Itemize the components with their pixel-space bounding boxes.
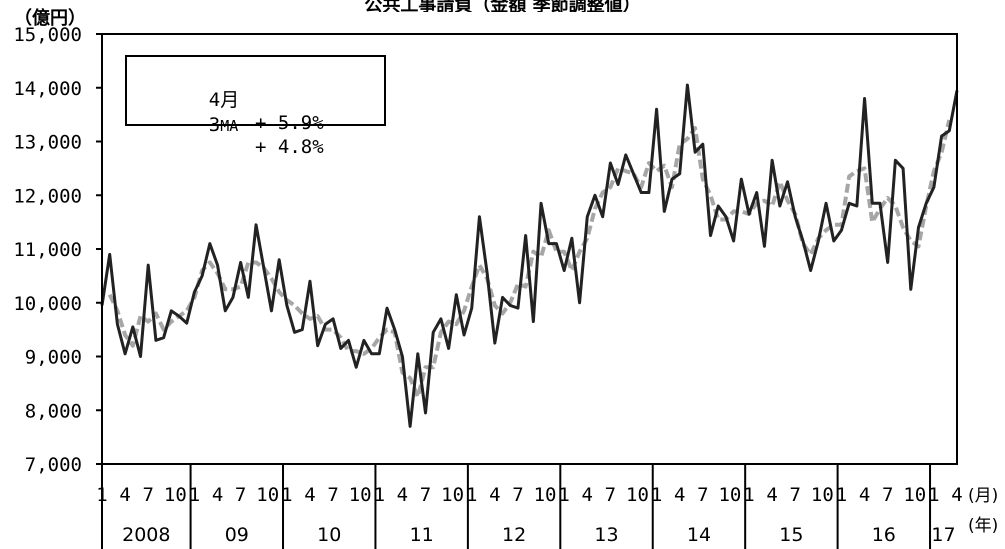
year-separators — [101, 464, 932, 549]
x-month-tick-label: 4 — [766, 484, 777, 506]
x-year-label: 12 — [502, 524, 526, 546]
x-month-tick-label: 1 — [651, 484, 662, 506]
x-month-tick-label: 10 — [164, 484, 187, 506]
x-month-tick-label: 1 — [558, 484, 569, 506]
x-year-label: 16 — [872, 524, 896, 546]
x-month-tick-label: 10 — [903, 484, 926, 506]
chart-title: 公共工事請負（金額 季節調整値） — [364, 0, 641, 12]
x-month-tick-label: 4 — [397, 484, 408, 506]
legend-box: 4月 + 5.9% 3MA + 4.8% — [125, 55, 386, 158]
legend-row-3ma: 3MA + 4.8% — [163, 92, 324, 158]
x-axis-year-unit: (年) — [968, 516, 998, 536]
legend-3ma-value: + 4.8% — [255, 136, 324, 158]
x-month-tick-label: 1 — [96, 484, 107, 506]
x-axis-year-labels: 2008 09 10 11 12 13 14 15 16 17 — [122, 524, 956, 546]
x-month-tick-label: 1 — [743, 484, 754, 506]
x-month-tick-label: 7 — [420, 484, 431, 506]
x-month-tick-label: 7 — [235, 484, 246, 506]
x-month-tick-label: 7 — [327, 484, 338, 506]
legend-month-label: 4月 — [208, 89, 240, 111]
x-axis-month-unit: (月) — [968, 486, 998, 506]
x-year-label: 15 — [779, 524, 803, 546]
y-tick-label: 11,000 — [13, 239, 82, 261]
x-year-label: 09 — [225, 524, 249, 546]
x-month-tick-label: 1 — [374, 484, 385, 506]
series-layer — [100, 83, 959, 428]
y-tick-label: 9,000 — [25, 347, 82, 369]
x-month-tick-label: 10 — [626, 484, 649, 506]
x-month-tick-label: 10 — [811, 484, 834, 506]
x-month-tick-label: 4 — [212, 484, 223, 506]
y-tick-label: 7,000 — [25, 454, 82, 476]
x-month-tick-label: 7 — [697, 484, 708, 506]
x-year-label: 14 — [687, 524, 711, 546]
x-month-tick-label: 7 — [142, 484, 153, 506]
x-month-tick-label: 10 — [718, 484, 741, 506]
x-month-tick-label: 7 — [605, 484, 616, 506]
x-month-tick-label: 1 — [189, 484, 200, 506]
series-line-monthly — [100, 83, 959, 428]
y-axis-unit: （億円） — [14, 8, 86, 29]
legend-row-month: 4月 + 5.9% — [163, 63, 324, 134]
x-year-label: 17 — [931, 524, 955, 546]
x-month-tick-label: 1 — [281, 484, 292, 506]
y-tick-label: 10,000 — [13, 293, 82, 315]
x-year-label: 10 — [317, 524, 341, 546]
legend-3ma-digit: 3 — [208, 114, 221, 136]
legend-3ma-letters: MA — [220, 117, 239, 135]
x-month-tick-label: 1 — [836, 484, 847, 506]
x-month-tick-label: 10 — [441, 484, 464, 506]
y-tick-label: 8,000 — [25, 400, 82, 422]
series-line-3ma — [107, 119, 952, 399]
x-year-label: 11 — [410, 524, 434, 546]
y-axis-ticks — [96, 33, 102, 465]
y-tick-label: 14,000 — [13, 78, 82, 100]
x-month-tick-label: 10 — [256, 484, 279, 506]
x-axis-month-labels: 1 4 7 10 1 4 7 10 1 4 7 10 1 4 7 10 1 4 7 10 1 4 7 10 1 4 7 10 1 4 7 10… — [96, 484, 962, 506]
x-year-label: 2008 — [122, 524, 170, 546]
chart-title-clip: 公共工事請負（金額 季節調整値） — [0, 0, 1005, 12]
y-tick-label: 15,000 — [13, 24, 82, 46]
y-tick-label: 13,000 — [13, 132, 82, 154]
x-month-tick-label: 4 — [489, 484, 500, 506]
x-month-tick-label: 10 — [534, 484, 557, 506]
x-month-tick-label: 1 — [928, 484, 939, 506]
x-month-tick-label: 7 — [790, 484, 801, 506]
x-month-tick-label: 4 — [951, 484, 962, 506]
plot-area-frame — [101, 33, 958, 465]
y-axis-labels: 7,000 8,000 9,000 10,000 11,000 12,000 13,000 1… — [13, 24, 82, 476]
x-year-label: 13 — [594, 524, 618, 546]
x-month-tick-label: 4 — [859, 484, 870, 506]
x-month-tick-label: 7 — [512, 484, 523, 506]
x-month-tick-label: 4 — [582, 484, 593, 506]
legend-month-value: + 5.9% — [255, 112, 324, 134]
x-month-tick-label: 7 — [882, 484, 893, 506]
x-month-tick-label: 4 — [674, 484, 685, 506]
x-month-tick-label: 4 — [119, 484, 130, 506]
x-month-tick-label: 4 — [304, 484, 315, 506]
y-tick-label: 12,000 — [13, 185, 82, 207]
x-month-tick-label: 10 — [349, 484, 372, 506]
x-month-tick-label: 1 — [466, 484, 477, 506]
